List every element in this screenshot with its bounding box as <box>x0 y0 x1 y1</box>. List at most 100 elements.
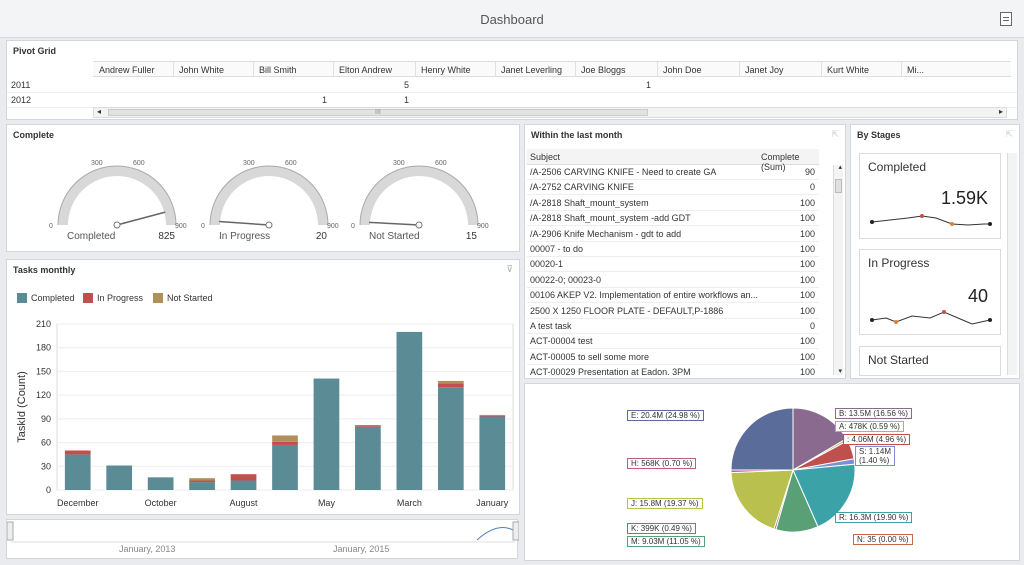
grid-vertical-scrollbar[interactable] <box>833 165 843 375</box>
range-handle-right[interactable] <box>511 522 517 540</box>
gauge-arc <box>360 166 478 226</box>
drill-up-icon[interactable]: ⇱ <box>831 129 839 139</box>
export-icon[interactable] <box>1000 12 1012 26</box>
gauge-tick-label: 0 <box>201 223 205 230</box>
gauge-tick-label: 600 <box>435 160 447 167</box>
y-tick-label: 90 <box>41 414 51 424</box>
stage-card-in-progress[interactable]: In Progress 40 <box>859 249 1001 335</box>
grid-row[interactable]: 00106 AKEP V2. Implementation of entire … <box>527 288 819 304</box>
pivot-column-header[interactable]: John Doe <box>663 65 702 75</box>
pivot-column-header[interactable]: Kurt White <box>827 65 870 75</box>
range-selector[interactable]: January, 2013 January, 2015 <box>6 519 519 559</box>
grid-row[interactable]: /A-2818 Shaft_mount_system -add GDT 100 <box>527 211 819 227</box>
bar-completed[interactable] <box>230 480 257 490</box>
complete-sum-column-header[interactable]: Complete (Sum) <box>761 152 800 172</box>
pie-slice[interactable] <box>792 463 856 528</box>
bar-not-started[interactable] <box>479 414 506 416</box>
bar-in-progress[interactable] <box>64 450 91 455</box>
grid-row[interactable]: 00022-0; 00023-0 100 <box>527 273 819 288</box>
scrollbar-thumb[interactable] <box>835 179 842 193</box>
drill-up-icon[interactable]: ⇱ <box>1005 129 1013 139</box>
grid-row[interactable]: 00020-1 100 <box>527 257 819 273</box>
bar-completed[interactable] <box>355 426 381 490</box>
complete-sum-cell: 100 <box>799 274 815 285</box>
bar-not-started[interactable] <box>189 478 215 481</box>
gauge-pivot <box>415 221 423 229</box>
scrollbar-thumb[interactable]: III <box>108 109 648 116</box>
bar-in-progress[interactable] <box>355 425 381 427</box>
clear-filter-icon[interactable]: ⊽ <box>506 264 513 274</box>
x-tick-label: August <box>230 498 259 508</box>
pivot-column-header[interactable]: Mi... <box>907 65 924 75</box>
pivot-row[interactable]: 2011 5 1 <box>7 77 1017 93</box>
bar-in-progress[interactable] <box>189 480 215 483</box>
scroll-down-icon[interactable]: ▾ <box>838 368 842 375</box>
column-divider <box>575 62 576 76</box>
bar-in-progress[interactable] <box>437 383 464 388</box>
bar-in-progress[interactable] <box>230 474 257 481</box>
column-divider <box>657 62 658 76</box>
subject-cell: /A-2752 CARVING KNIFE <box>530 182 634 193</box>
pie-slice-label: : 4.06M (4.96 %) <box>843 434 911 445</box>
range-handle-left[interactable] <box>7 522 13 540</box>
grid-row[interactable]: /A-2906 Knife Mechanism - gdt to add 100 <box>527 227 819 242</box>
stage-card-completed[interactable]: Completed 1.59K <box>859 153 1001 239</box>
pivot-column-header[interactable]: Janet Joy <box>745 65 784 75</box>
bar-completed[interactable] <box>437 387 464 490</box>
pivot-column-headers: Andrew Fuller John White Bill Smith Elton A… <box>93 61 1011 77</box>
subject-cell: /A-2818 Shaft_mount_system <box>530 197 649 208</box>
y-tick-label: 210 <box>36 319 51 329</box>
column-divider <box>253 62 254 76</box>
bar-in-progress[interactable] <box>272 441 298 445</box>
scroll-left-icon[interactable]: ◂ <box>97 107 102 116</box>
scroll-right-icon[interactable]: ▸ <box>998 107 1003 116</box>
subject-cell: /A-2818 Shaft_mount_system -add GDT <box>530 213 691 224</box>
grid-row[interactable]: /A-2818 Shaft_mount_system 100 <box>527 196 819 211</box>
grid-row[interactable]: ACT-00005 to sell some more 100 <box>527 350 819 365</box>
legend-item[interactable]: Not Started <box>153 293 213 303</box>
legend-item[interactable]: Completed <box>17 293 75 303</box>
bar-completed[interactable] <box>479 416 506 490</box>
scroll-up-icon[interactable]: ▴ <box>838 164 842 171</box>
bar-completed[interactable] <box>189 482 215 490</box>
pivot-column-header[interactable]: Elton Andrew <box>339 65 393 75</box>
subject-cell: /A-2506 CARVING KNIFE - Need to create G… <box>530 167 717 177</box>
bar-completed[interactable] <box>106 465 133 490</box>
pie-slice[interactable] <box>730 407 794 471</box>
bar-completed[interactable] <box>147 477 174 490</box>
bar-completed[interactable] <box>396 331 423 490</box>
grid-row[interactable]: ACT-00029 Presentation at Eadon. 3PM 100 <box>527 365 819 381</box>
bar-not-started[interactable] <box>437 380 464 384</box>
gauge-tick-label: 900 <box>477 223 489 230</box>
pivot-column-header[interactable]: Henry White <box>421 65 471 75</box>
pivot-column-header[interactable]: Bill Smith <box>259 65 297 75</box>
stages-vertical-scrollbar[interactable] <box>1007 153 1017 375</box>
bar-in-progress[interactable] <box>479 415 506 417</box>
tasks-monthly-title: Tasks monthly <box>13 265 76 275</box>
grid-row[interactable]: 00007 - to do 100 <box>527 242 819 257</box>
bar-not-started[interactable] <box>272 435 298 442</box>
complete-sum-cell: 100 <box>799 259 815 270</box>
pivot-column-header[interactable]: Joe Bloggs <box>581 65 626 75</box>
subject-column-header[interactable]: Subject <box>530 152 561 162</box>
bar-completed[interactable] <box>313 378 340 490</box>
pie-slice[interactable] <box>730 469 794 530</box>
gauge-tick-label: 900 <box>175 223 187 230</box>
pivot-row[interactable]: 2012 1 1 <box>7 92 1017 108</box>
bar-completed[interactable] <box>272 444 298 490</box>
pivot-column-header[interactable]: Andrew Fuller <box>99 65 155 75</box>
sparkline <box>870 310 992 325</box>
bar-completed[interactable] <box>64 454 91 490</box>
pivot-column-header[interactable]: John White <box>179 65 225 75</box>
grid-row[interactable]: ACT-00004 test 100 <box>527 334 819 350</box>
grid-row[interactable]: A test task 0 <box>527 319 819 334</box>
pivot-column-header[interactable]: Janet Leverling <box>501 65 563 75</box>
gauge-value: 825 <box>158 231 175 242</box>
pivot-horizontal-scrollbar[interactable]: III <box>93 107 1007 118</box>
legend-item[interactable]: In Progress <box>83 293 143 303</box>
stage-card-not-started[interactable]: Not Started <box>859 346 1001 376</box>
grid-row[interactable]: /A-2752 CARVING KNIFE 0 <box>527 180 819 196</box>
grid-row[interactable]: 2500 X 1250 FLOOR PLATE - DEFAULT,P-1886… <box>527 304 819 319</box>
y-tick-label: 60 <box>41 438 51 448</box>
grid-row[interactable]: /A-2506 CARVING KNIFE - Need to create G… <box>527 165 819 180</box>
